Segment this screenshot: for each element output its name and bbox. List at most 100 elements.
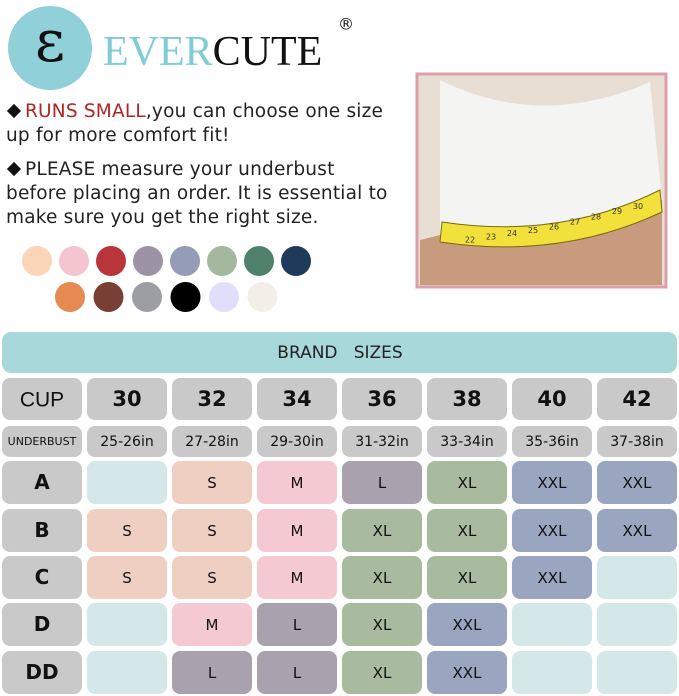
photo-top [440,80,662,236]
note: PLEASE measure your underbust before pla… [6,158,396,230]
cup-size: C [35,565,50,589]
size-label: M [291,569,304,587]
swatch [170,282,201,312]
cell [172,509,252,552]
cell [342,509,422,552]
size-label: M [206,616,219,634]
cell [87,378,167,420]
swatches [22,246,311,312]
tape-label: 22 [465,236,475,245]
swatch [132,282,162,312]
cell [2,651,82,694]
cell [87,426,167,457]
cell [597,461,677,504]
cell [342,378,422,420]
cell [172,651,252,694]
tape-label: 25 [528,226,538,235]
cell [2,378,82,420]
cell [87,556,167,599]
swatch [96,246,126,276]
cell [597,509,677,552]
swatch [209,282,239,312]
tape-label: 24 [507,229,517,238]
size-label: S [122,522,132,540]
cell [342,556,422,599]
cup-header: CUP [20,389,64,412]
size-label: S [207,474,217,492]
underbust-range: 29-30in [270,434,323,450]
cell [512,461,592,504]
underbust-range: 33-34in [440,434,493,450]
cell [597,603,677,646]
tape-label: 30 [633,202,643,211]
cell [2,603,82,646]
cell [427,461,507,504]
tape-label: 28 [591,212,601,221]
cup-size: B [34,518,49,542]
swatch [281,246,311,276]
logo-mark: ε [35,7,65,75]
cell [172,556,252,599]
cell [342,426,422,457]
note-highlight: RUNS SMALL [25,101,146,122]
cell [342,603,422,646]
size-label: XL [458,569,477,587]
size-label: XXL [453,616,483,634]
cup-size: A [34,470,50,494]
size-label: XL [373,616,392,634]
band-size: 42 [622,387,651,411]
size-label: XXL [453,664,483,682]
note-text: measure your underbust before placing an… [6,159,388,228]
tape-label: 27 [570,218,580,227]
tape-label: 26 [549,223,559,232]
logo-badge [8,6,92,90]
swatch [93,282,124,312]
table-title: BRAND SIZES [277,343,402,363]
cell [342,651,422,694]
cell [427,556,507,599]
cell [257,651,337,694]
cell [2,426,82,457]
cell [172,461,252,504]
cell [427,509,507,552]
band-size: 32 [197,387,226,411]
size-label: S [207,569,217,587]
cell [2,509,82,552]
swatch [59,246,89,276]
underbust-header: UNDERBUST [8,435,77,448]
cell [2,556,82,599]
cup-size: D [34,612,51,636]
cell [257,378,337,420]
cell [597,426,677,457]
size-label: XL [373,522,392,540]
cell [597,651,677,694]
cup-size: DD [25,660,58,684]
size-label: M [291,522,304,540]
band-size: 38 [452,387,481,411]
band-size: 34 [282,387,311,411]
cell [427,651,507,694]
cell [512,378,592,420]
brand-light: EVER [103,29,213,75]
size-label: S [122,569,132,587]
cell [87,509,167,552]
cell [427,426,507,457]
swatch [133,246,163,276]
cell [597,378,677,420]
cell [427,603,507,646]
size-label: XL [373,569,392,587]
cell [597,556,677,599]
cell [342,461,422,504]
cell [87,651,167,694]
cell [257,556,337,599]
cell [512,509,592,552]
cell [512,556,592,599]
cell [257,603,337,646]
size-label: L [378,474,387,492]
cell [87,461,167,504]
underbust-range: 37-38in [610,434,663,450]
size-label: L [293,664,302,682]
cell [257,426,337,457]
